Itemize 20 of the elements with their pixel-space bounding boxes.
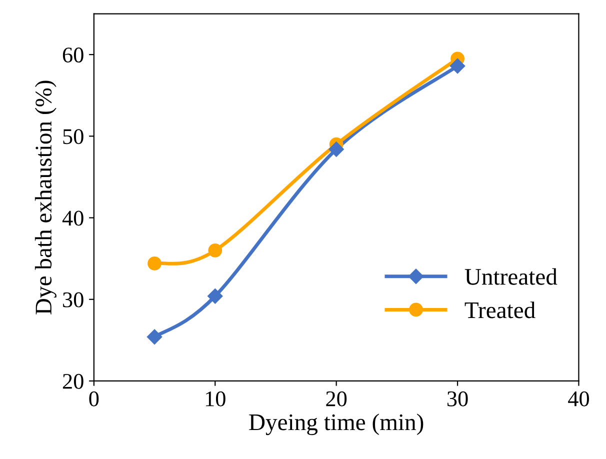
point	[450, 58, 466, 74]
legend-label: Treated	[464, 302, 536, 318]
point	[208, 288, 223, 304]
point	[148, 256, 162, 270]
legend-label: Untreated	[464, 268, 558, 285]
y-tick-label: 50	[63, 129, 84, 144]
point	[208, 243, 222, 258]
y-tick-label: 40	[62, 210, 84, 226]
y-axis-title: Dye bath exhaustion (%)	[34, 80, 56, 314]
y-tick-label: 60	[62, 48, 84, 62]
x-tick-label: 40	[568, 391, 589, 406]
x-axis-title: Dyeing time (min)	[249, 414, 424, 436]
point	[146, 329, 162, 344]
x-tick-label: 0	[89, 391, 99, 406]
x-tick-label: 30	[447, 391, 468, 406]
x-tick-label: 20	[326, 391, 347, 406]
y-tick-label: 30	[63, 292, 84, 308]
x-tick-label: 10	[206, 391, 226, 406]
point	[328, 142, 344, 157]
y-tick-label: 20	[62, 374, 84, 389]
